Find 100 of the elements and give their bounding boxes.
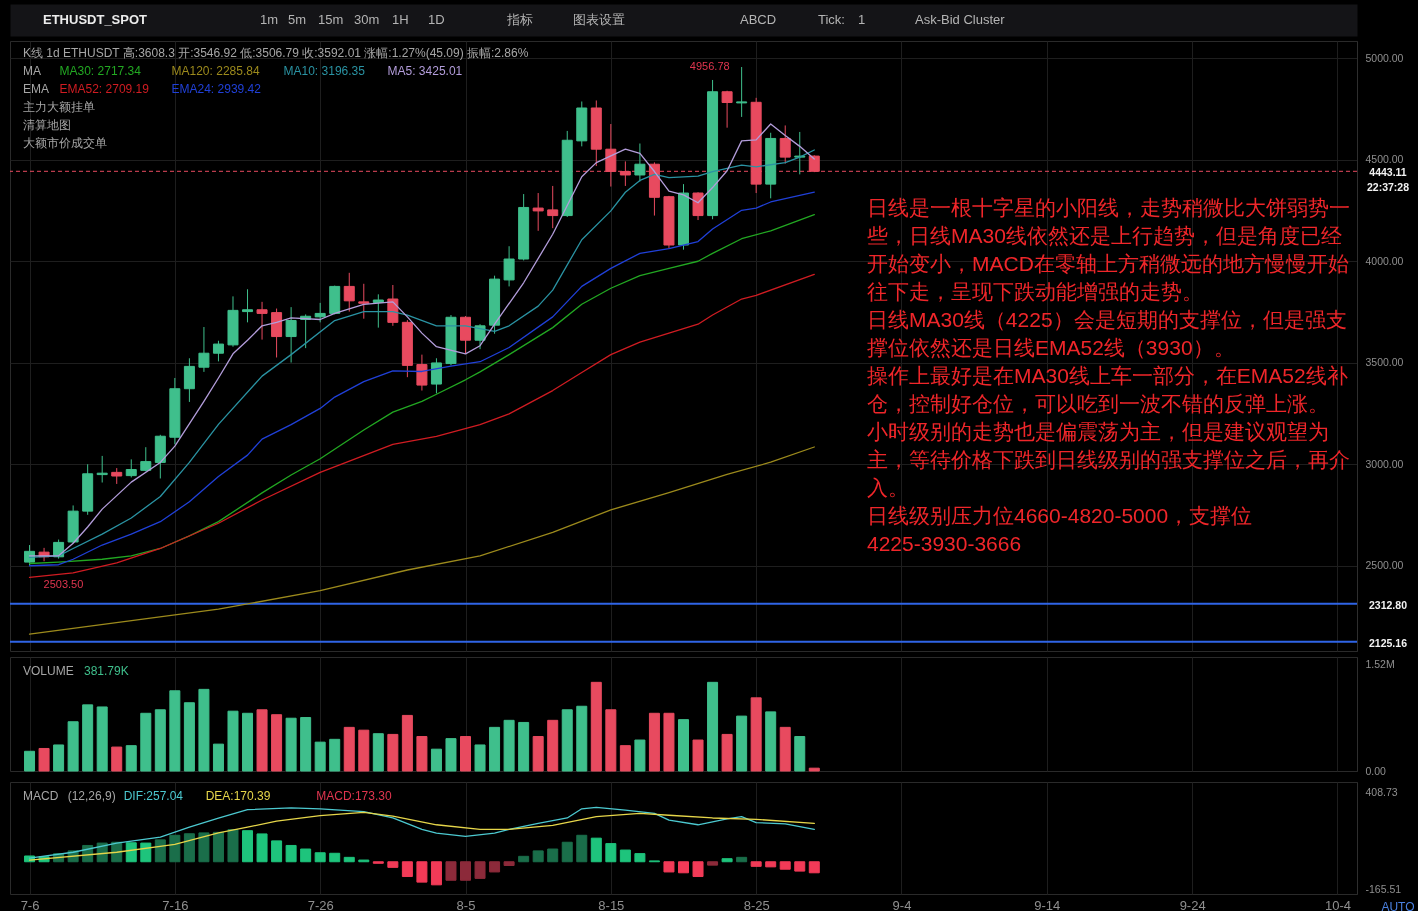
- bar: [387, 733, 399, 772]
- text: ABCD: [740, 12, 777, 27]
- text: 1H: [392, 12, 409, 27]
- bar: [111, 746, 123, 772]
- text: DIF:257.04: [123, 789, 184, 803]
- bar: [721, 858, 733, 863]
- bar: [489, 861, 501, 873]
- bar: [430, 748, 442, 772]
- text: 2125.16: [1369, 636, 1408, 649]
- bar: [794, 861, 806, 872]
- bar: [212, 831, 224, 863]
- candlestick: [634, 143, 646, 182]
- x-tick-label: 7-16: [162, 897, 189, 911]
- bar: [416, 861, 428, 883]
- annotation: EMA: [23, 82, 50, 96]
- bar: [256, 833, 268, 863]
- annotation: 日线是一根十字星的小阳线，走势稍微比大饼弱势一些，日线MA30线依然还是上行趋势，但是角度已经开始变小，MACD在零轴上方稍微远的地方慢慢开始往下走，呈现下跌动能增强的走势。: [867, 196, 1350, 303]
- x-tick-label: 7-26: [307, 897, 334, 911]
- text: 5m: [288, 12, 307, 27]
- chart-title: K线 1d ETHUSDT 高:3608.3 开:3546.92 低:3506.79 收:3592.01 涨幅:1.27%(45.09) 振幅:2.86%: [23, 46, 529, 60]
- text: ETHUSDT_SPOT: [43, 12, 148, 27]
- candlestick: [242, 288, 254, 323]
- bar: [343, 726, 355, 772]
- candlestick: [430, 357, 442, 394]
- bar: [358, 729, 370, 772]
- bar: [503, 861, 515, 866]
- y-tick-label: 4000.00: [1365, 254, 1404, 267]
- bar: [678, 719, 689, 772]
- series-label: DEA:170.39: [205, 789, 271, 803]
- y-tick-label: 3000.00: [1365, 457, 1404, 470]
- text: VOLUME: [23, 664, 74, 678]
- bar: [576, 705, 588, 772]
- annotation: 381.79K: [84, 664, 129, 678]
- bar: [329, 738, 341, 772]
- bar: [300, 717, 312, 772]
- bar: [561, 841, 573, 863]
- bar: [474, 861, 486, 879]
- x-tick-label: 9-14: [1034, 897, 1061, 911]
- bar: [590, 681, 602, 772]
- candlestick: [24, 544, 36, 566]
- candlestick: [736, 66, 748, 118]
- candlestick: [358, 283, 370, 320]
- bar: [154, 709, 166, 772]
- bar: [445, 738, 457, 772]
- x-tick-label: 8-5: [456, 897, 476, 911]
- bar: [285, 844, 297, 863]
- candlestick: [532, 192, 544, 232]
- candlestick: [416, 354, 428, 392]
- bar: [82, 704, 94, 772]
- bar: [619, 745, 631, 772]
- candlestick: [503, 245, 515, 287]
- bar: [125, 842, 137, 863]
- bar: [532, 850, 544, 863]
- bar: [547, 848, 559, 863]
- bar: [183, 833, 195, 863]
- bar: [38, 747, 50, 772]
- bar: [518, 721, 530, 772]
- bar: [721, 733, 733, 772]
- bar: [198, 688, 210, 772]
- x-tick-label: 7-6: [20, 897, 40, 911]
- bar: [503, 719, 515, 772]
- bar: [460, 736, 472, 772]
- bar: [779, 861, 791, 870]
- bar: [227, 829, 239, 863]
- bar: [300, 848, 312, 863]
- bar: [576, 834, 588, 863]
- annotation: 2503.50: [43, 578, 84, 591]
- candlestick: [256, 301, 268, 341]
- bar: [387, 861, 399, 868]
- candlestick: [183, 357, 195, 403]
- candlestick: [372, 293, 384, 329]
- bar: [183, 702, 195, 772]
- candlestick: [474, 323, 486, 350]
- candlestick: [314, 302, 326, 323]
- candlestick: [692, 191, 704, 221]
- bar: [634, 853, 646, 863]
- bar: [96, 706, 108, 772]
- candlestick: [212, 340, 224, 362]
- y-tick-label: 1.52M: [1365, 657, 1395, 670]
- bar: [547, 719, 559, 772]
- annotation: 操作上最好是在MA30线上车一部分，在EMA52线补仓，控制好仓位，可以吃到一波不错的反弹上涨。: [867, 364, 1348, 415]
- bar: [619, 849, 631, 863]
- bar: [212, 743, 224, 772]
- bar: [169, 834, 181, 863]
- bar: [808, 767, 820, 772]
- bar: [24, 750, 36, 772]
- bar: [140, 842, 152, 863]
- text: 指标: [506, 12, 533, 27]
- text: EMA52: 2709.19: [59, 82, 150, 96]
- bar: [227, 710, 239, 772]
- text: EMA24: 2939.42: [171, 82, 262, 96]
- y-tick-label: -165.51: [1365, 883, 1402, 896]
- text: MA30: 2717.34: [59, 64, 142, 78]
- bar: [765, 861, 777, 868]
- x-tick-label: 10-4: [1324, 897, 1351, 911]
- bar: [518, 855, 530, 863]
- candlestick: [547, 185, 559, 229]
- bar: [140, 712, 152, 772]
- bar: [750, 861, 762, 867]
- y-tick-label: 2500.00: [1365, 559, 1404, 572]
